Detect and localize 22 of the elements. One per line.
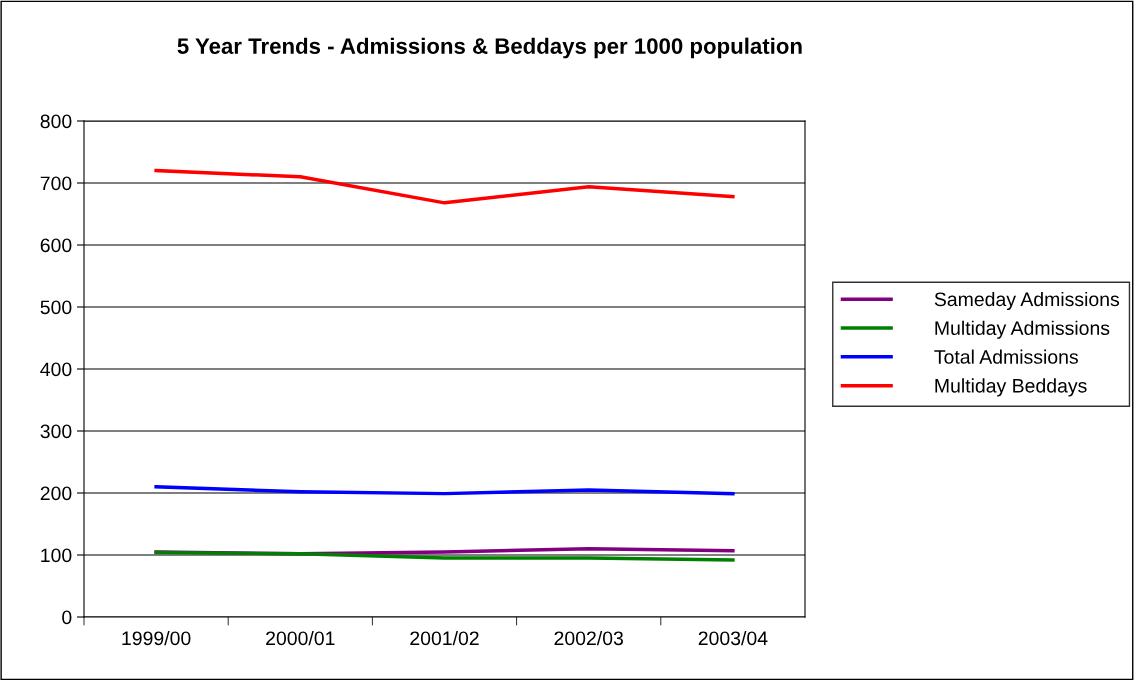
y-tick-label: 700 — [40, 176, 72, 191]
x-tick-label: 2003/04 — [698, 630, 768, 646]
y-tick-label: 500 — [40, 300, 72, 315]
x-tick-label: 2001/02 — [410, 630, 479, 646]
x-tick-label: 2002/03 — [554, 630, 623, 646]
y-tick-label: 400 — [40, 362, 72, 377]
x-tick-label: 2000/01 — [266, 630, 335, 646]
y-tick-label: 0 — [62, 610, 72, 625]
y-tick-label: 800 — [40, 114, 72, 129]
line-series — [154, 485, 735, 496]
legend-label: Multiday Admissions — [935, 320, 1110, 339]
legend-label: Sameday Admissions — [934, 291, 1120, 311]
chart-title: 5 Year Trends - Admissions & Beddays per 1000 population — [177, 37, 802, 59]
y-tick-label: 600 — [40, 238, 72, 253]
legend-label: Total Admissions — [934, 349, 1078, 364]
y-tick-label: 200 — [40, 486, 72, 501]
legend-label: Multiday Beddays — [935, 378, 1087, 397]
x-tick-label: 1999/00 — [122, 630, 191, 646]
y-tick-label: 300 — [40, 424, 72, 439]
line-series — [154, 550, 735, 562]
line-series — [154, 168, 735, 205]
y-tick-label: 100 — [41, 548, 72, 563]
